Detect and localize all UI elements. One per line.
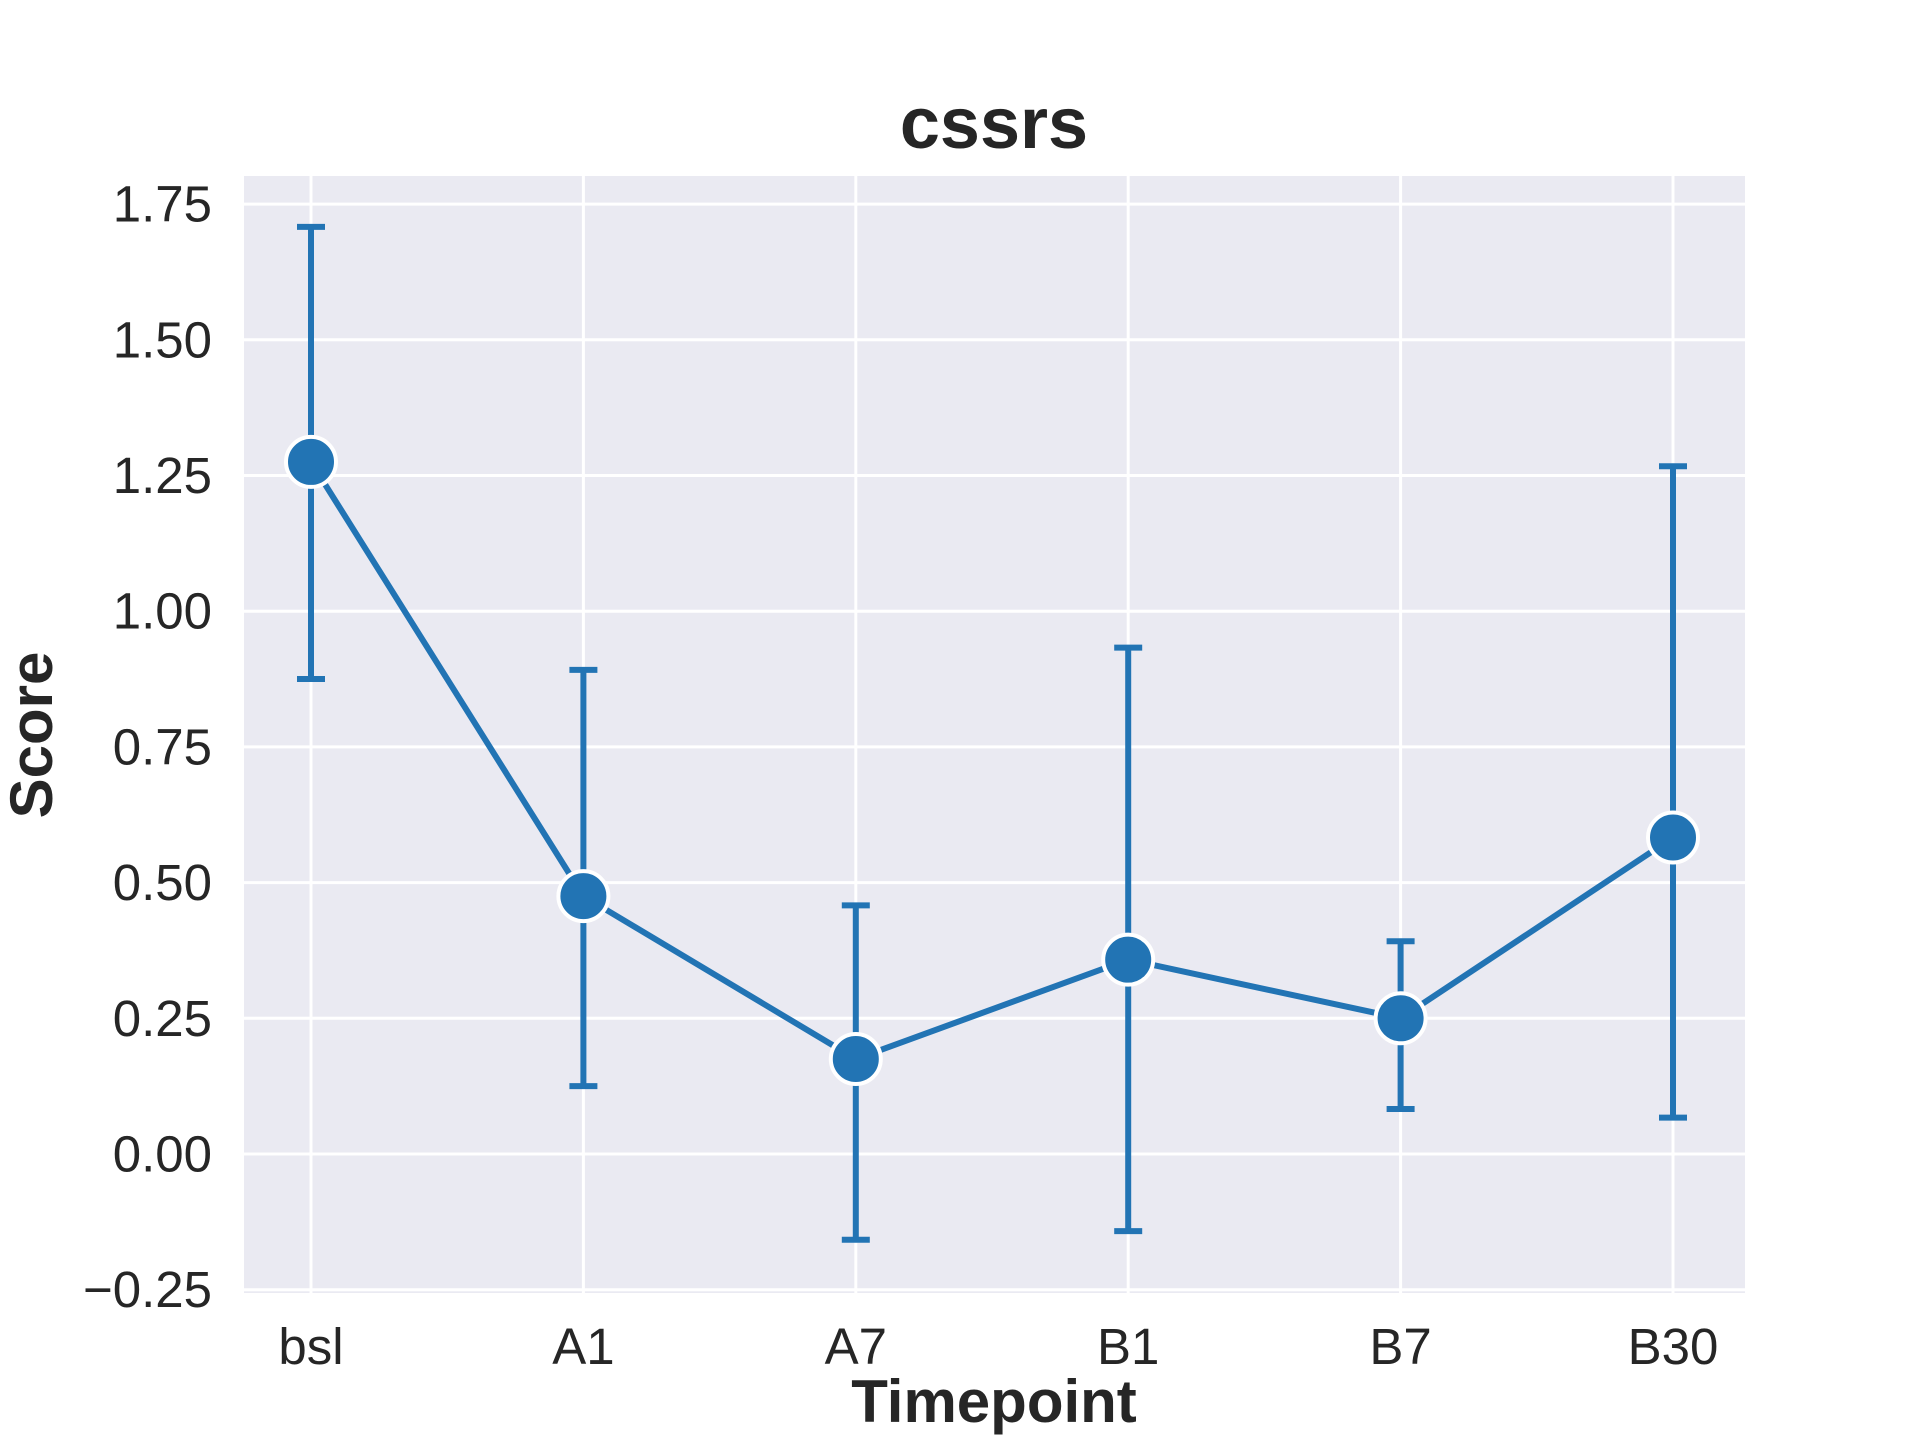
data-point [1373, 991, 1428, 1046]
y-tick-label: 1.25 [113, 447, 212, 504]
x-tick-label: B30 [1628, 1318, 1719, 1375]
x-tick-label: B1 [1097, 1318, 1159, 1375]
y-tick-label: 0.00 [113, 1126, 212, 1183]
data-point [284, 434, 338, 489]
data-point [1101, 932, 1156, 987]
y-axis-label: Score [0, 652, 65, 819]
y-tick-label: 0.75 [113, 718, 212, 775]
data-point [828, 1032, 883, 1087]
x-tick-label: A1 [552, 1318, 614, 1375]
data-points [284, 434, 1700, 1087]
data-point [556, 869, 611, 924]
y-tick-labels: −0.25 0.00 0.25 0.50 0.75 1.00 1.25 1.50 1.75 [83, 176, 212, 1319]
y-tick-label: 0.25 [113, 990, 212, 1047]
plot-area [244, 176, 1745, 1293]
y-tick-label: 1.00 [113, 583, 212, 640]
x-axis-label: Timepoint [851, 1368, 1137, 1435]
series-line-path [308, 460, 1675, 1063]
y-tick-label: −0.25 [83, 1261, 212, 1318]
series-line [308, 460, 1675, 1063]
x-tick-labels: bsl A1 A7 B1 B7 B30 [278, 1318, 1718, 1375]
x-tick-label: A7 [825, 1318, 887, 1375]
x-tick-label: B7 [1369, 1318, 1431, 1375]
y-tick-label: 1.50 [113, 311, 212, 368]
data-point [1646, 810, 1700, 865]
x-tick-label: bsl [278, 1318, 343, 1375]
y-tick-label: 1.75 [113, 176, 212, 233]
chart-title: cssrs [900, 84, 1088, 164]
y-tick-label: 0.50 [113, 854, 212, 911]
